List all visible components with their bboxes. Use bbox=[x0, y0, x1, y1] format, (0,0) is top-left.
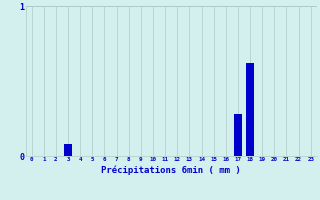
X-axis label: Précipitations 6min ( mm ): Précipitations 6min ( mm ) bbox=[101, 165, 241, 175]
Bar bbox=[64, 144, 72, 156]
Bar bbox=[234, 114, 242, 156]
Bar bbox=[246, 63, 254, 156]
